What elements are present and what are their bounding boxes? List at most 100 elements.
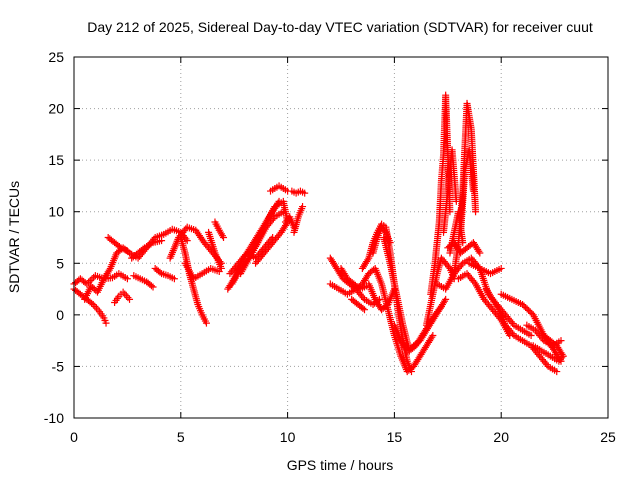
series-seg3	[81, 225, 191, 303]
data-point	[220, 234, 228, 241]
data-point	[90, 273, 98, 281]
series-seg18	[252, 218, 292, 267]
axis-ticks	[73, 56, 609, 419]
data-point	[92, 304, 100, 312]
series-seg23	[326, 254, 437, 376]
series-seg42	[482, 285, 561, 376]
data-point	[170, 275, 178, 283]
data-point	[122, 292, 130, 300]
series-seg34	[440, 146, 460, 236]
data-point	[445, 263, 453, 271]
data-point	[115, 243, 123, 251]
data-point	[509, 319, 517, 327]
series-seg22	[290, 203, 307, 236]
y-tick-label: 10	[48, 204, 64, 220]
data-point	[149, 283, 157, 291]
series-seg26	[348, 295, 368, 314]
data-point	[407, 368, 415, 376]
data-point	[553, 368, 561, 376]
series-seg5	[111, 288, 134, 306]
series-seg12	[205, 228, 225, 272]
data-point	[559, 352, 567, 360]
series-seg37	[457, 146, 477, 236]
x-tick-label: 0	[70, 429, 78, 445]
data-point	[429, 331, 437, 339]
x-axis-label: GPS time / hours	[287, 457, 394, 473]
series-seg31	[390, 295, 450, 355]
data-point	[359, 294, 367, 302]
data-point	[558, 350, 566, 358]
data-point	[217, 264, 225, 272]
data-point	[469, 187, 477, 195]
y-tick-label: -5	[52, 358, 65, 374]
y-tick-label: 0	[56, 307, 64, 323]
series-seg28	[365, 280, 398, 314]
series-seg16	[237, 197, 292, 278]
chart-title: Day 212 of 2025, Sidereal Day-to-day VTE…	[87, 19, 593, 35]
data-point	[105, 266, 113, 274]
data-point	[102, 319, 110, 327]
data-point	[83, 280, 91, 288]
data-point	[123, 275, 131, 283]
data-point	[509, 330, 517, 338]
series-seg19	[267, 182, 292, 195]
series-seg15	[228, 208, 287, 288]
x-tick-label: 5	[177, 429, 185, 445]
y-tick-label: -10	[44, 410, 64, 426]
data-point	[156, 268, 164, 276]
series-seg41	[465, 259, 505, 278]
series-seg29	[369, 223, 394, 257]
y-tick-label: 5	[56, 255, 64, 271]
series-seg6	[130, 272, 157, 291]
series-seg39	[433, 254, 535, 339]
data-point	[88, 299, 96, 307]
data-point	[523, 305, 531, 313]
data-point	[87, 282, 95, 290]
x-tick-labels: 0 5 10 15 20 25	[70, 429, 616, 445]
x-tick-label: 10	[280, 429, 296, 445]
data-point	[525, 306, 533, 314]
data-points	[70, 91, 567, 376]
data-point	[91, 302, 99, 310]
grid	[74, 57, 608, 418]
y-tick-label: 25	[48, 49, 64, 65]
x-tick-label: 25	[600, 429, 616, 445]
data-point	[86, 277, 94, 285]
data-point	[526, 308, 534, 316]
data-point	[476, 249, 484, 257]
series-seg4	[104, 234, 131, 255]
data-point	[386, 239, 394, 247]
x-tick-label: 20	[493, 429, 509, 445]
data-point	[158, 237, 166, 245]
data-point	[183, 237, 191, 245]
series-seg8	[151, 264, 178, 283]
data-point	[89, 284, 97, 292]
data-point	[428, 333, 436, 341]
series-seg7	[128, 237, 166, 262]
data-point	[299, 203, 307, 211]
data-point	[360, 306, 368, 314]
data-point	[497, 264, 505, 272]
y-tick-label: 15	[48, 152, 64, 168]
data-point	[364, 256, 372, 264]
data-point	[123, 247, 131, 255]
data-point	[557, 337, 565, 345]
data-point	[494, 304, 502, 312]
series-seg46	[540, 331, 567, 360]
plot-frame	[73, 56, 609, 419]
data-point	[147, 282, 155, 290]
data-point	[522, 303, 530, 311]
y-axis-label: SDTVAR / TECUs	[6, 181, 22, 293]
data-point	[202, 319, 210, 327]
data-point	[470, 278, 478, 286]
data-point	[527, 331, 535, 339]
data-point	[139, 245, 147, 253]
data-point	[85, 278, 93, 286]
data-point	[519, 301, 527, 309]
data-point	[90, 285, 98, 293]
data-point	[88, 275, 96, 283]
series-seg13	[211, 218, 228, 241]
data-point	[124, 294, 132, 302]
data-point	[301, 189, 309, 197]
